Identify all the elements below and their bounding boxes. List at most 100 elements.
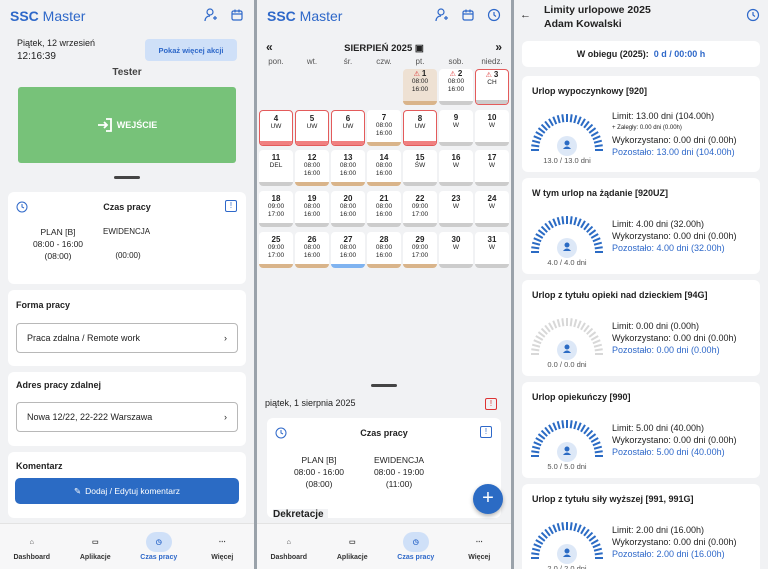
warning-icon: ⚠: [413, 71, 422, 78]
calendar-day[interactable]: 18 09:00 17:00: [259, 191, 293, 227]
info-icon[interactable]: !: [225, 200, 237, 212]
calendar-day[interactable]: ⚠ 2 08:00 16:00: [439, 69, 473, 105]
back-arrow-icon[interactable]: ←: [520, 9, 531, 21]
calendar-day[interactable]: 26 08:00 16:00: [295, 232, 329, 268]
calendar-day[interactable]: 16 W: [439, 150, 473, 186]
calendar-day[interactable]: 6 UW: [331, 110, 365, 146]
calendar-day[interactable]: 13 08:00 16:00: [331, 150, 365, 186]
leave-limit-card[interactable]: Urlop z tytułu siły wyższej [991, 991G] 2…: [522, 484, 760, 569]
day-number: 29: [415, 235, 425, 244]
leave-type-name: Urlop z tytułu opieki nad dzieckiem [94G…: [532, 290, 708, 300]
calendar-day[interactable]: 11 DEL: [259, 150, 293, 186]
calendar-day[interactable]: 17 W: [475, 150, 509, 186]
calendar-day[interactable]: 14 08:00 16:00: [367, 150, 401, 186]
drag-handle[interactable]: [114, 176, 140, 179]
day-status-bar: [404, 141, 436, 145]
add-comment-button[interactable]: ✎ Dodaj / Edytuj komentarz: [15, 478, 239, 504]
calendar-day[interactable]: 12 08:00 16:00: [295, 150, 329, 186]
leave-limit-card[interactable]: W tym urlop na żądanie [920UZ] 4.0 / 4.0 …: [522, 178, 760, 274]
calendar-day[interactable]: 22 09:00 17:00: [403, 191, 437, 227]
user-settings-icon[interactable]: [204, 8, 218, 22]
calendar-panel: SSC Master « SIERPIEŃ 2025 ▣ » pon. wt. śr…: [257, 0, 511, 569]
leave-limit-card[interactable]: Urlop wypoczynkowy [920] 13.0 / 13.0 dni L…: [522, 76, 760, 172]
leave-gauge: [531, 522, 603, 564]
nav-dashboard[interactable]: ⌂ Dashboard: [2, 532, 62, 562]
prev-month-button[interactable]: «: [266, 40, 273, 54]
calendar-day[interactable]: ⚠ 3 CH: [475, 69, 509, 105]
in-circulation-label: W obiegu (2025):: [576, 49, 649, 59]
calendar-day[interactable]: 25 09:00 17:00: [259, 232, 293, 268]
nav-work-time[interactable]: ◷ Czas pracy: [129, 532, 189, 561]
day-number: 25: [271, 235, 281, 244]
leave-details: Limit: 5.00 dni (40.00h) Wykorzystano: 0.…: [612, 422, 736, 458]
day-line-1: 09:00: [267, 244, 285, 251]
info-icon[interactable]: !: [480, 426, 492, 438]
address-select[interactable]: Nowa 12/22, 22-222 Warszawa ›: [16, 402, 238, 432]
nav-more[interactable]: ⋯ Więcej: [449, 532, 509, 561]
day-line-2: 16:00: [411, 86, 429, 93]
calendar-day[interactable]: 23 W: [439, 191, 473, 227]
entry-button[interactable]: WEJŚCIE: [18, 87, 236, 163]
calendar-day[interactable]: 10 W: [475, 110, 509, 146]
current-time: 12:16:39: [17, 51, 56, 62]
folder-icon: ▭: [91, 539, 99, 546]
calendar-day[interactable]: 28 08:00 16:00: [367, 232, 401, 268]
day-number: 7: [381, 113, 387, 122]
nav-dashboard[interactable]: ⌂ Dashboard: [259, 532, 319, 562]
day-status-bar: [331, 182, 365, 186]
calendar-day[interactable]: 15 ŚW: [403, 150, 437, 186]
next-month-button[interactable]: »: [495, 40, 502, 54]
user-settings-icon[interactable]: [435, 8, 449, 22]
calendar-day[interactable]: 7 08:00 16:00: [367, 110, 401, 146]
calendar-icon[interactable]: [230, 8, 244, 22]
day-number: 26: [307, 235, 317, 244]
calendar-day[interactable]: ⚠ 1 08:00 16:00: [403, 69, 437, 105]
calendar-day[interactable]: 8 UW: [403, 110, 437, 146]
calendar-day[interactable]: 30 W: [439, 232, 473, 268]
drag-handle[interactable]: [371, 384, 397, 387]
day-status-bar: [475, 223, 509, 227]
calendar-day[interactable]: 20 08:00 16:00: [331, 191, 365, 227]
alert-icon[interactable]: !: [485, 398, 497, 410]
day-number: 12: [307, 153, 317, 162]
day-work-time-card: Czas pracy ! PLAN [B] 08:00 - 16:00 (08:…: [267, 418, 501, 518]
calendar-day[interactable]: 4 UW: [259, 110, 293, 146]
day-line-2: 17:00: [267, 211, 285, 218]
calendar-icon[interactable]: ▣: [414, 43, 424, 54]
nav-apps[interactable]: ▭ Aplikacje: [322, 532, 382, 561]
day-number: 5: [309, 114, 315, 123]
nav-more[interactable]: ⋯ Więcej: [192, 532, 252, 561]
calendar-day[interactable]: 24 W: [475, 191, 509, 227]
history-icon[interactable]: [487, 8, 501, 22]
leave-limit-card[interactable]: Urlop z tytułu opieki nad dzieckiem [94G…: [522, 280, 760, 376]
month-label: SIERPIEŃ 2025: [344, 43, 413, 54]
calendar-day[interactable]: 29 09:00 17:00: [403, 232, 437, 268]
add-fab-button[interactable]: +: [473, 484, 503, 514]
leave-type-name: W tym urlop na żądanie [920UZ]: [532, 188, 669, 198]
day-status-bar: [296, 141, 328, 145]
more-actions-button[interactable]: Pokaż więcej akcji: [145, 39, 237, 61]
day-status-bar: [475, 264, 509, 268]
day-line-1: UW: [306, 123, 318, 130]
nav-apps[interactable]: ▭ Aplikacje: [65, 532, 125, 561]
nav-work-time[interactable]: ◷ Czas pracy: [386, 532, 446, 561]
history-icon[interactable]: [746, 8, 760, 22]
leave-limit-card[interactable]: Urlop opiekuńczy [990] 5.0 / 5.0 dni Limit…: [522, 382, 760, 478]
calendar-icon[interactable]: [461, 8, 475, 22]
leave-gauge: [531, 216, 603, 258]
day-line-1: W: [452, 162, 460, 169]
plan-block: PLAN [B] 08:00 - 16:00 (08:00): [18, 226, 98, 262]
day-status-bar: [403, 264, 437, 268]
month-title: SIERPIEŃ 2025 ▣: [257, 43, 511, 54]
calendar-day[interactable]: 5 UW: [295, 110, 329, 146]
plan-label: PLAN [B]: [301, 455, 337, 465]
calendar-day[interactable]: 31 W: [475, 232, 509, 268]
day-line-1: ŚW: [414, 162, 426, 169]
calendar-day[interactable]: 21 08:00 16:00: [367, 191, 401, 227]
calendar-day[interactable]: 27 08:00 16:00: [331, 232, 365, 268]
day-number: 20: [343, 194, 353, 203]
day-line-1: UW: [414, 123, 426, 130]
calendar-day[interactable]: 19 08:00 16:00: [295, 191, 329, 227]
work-form-select[interactable]: Praca zdalna / Remote work ›: [16, 323, 238, 353]
